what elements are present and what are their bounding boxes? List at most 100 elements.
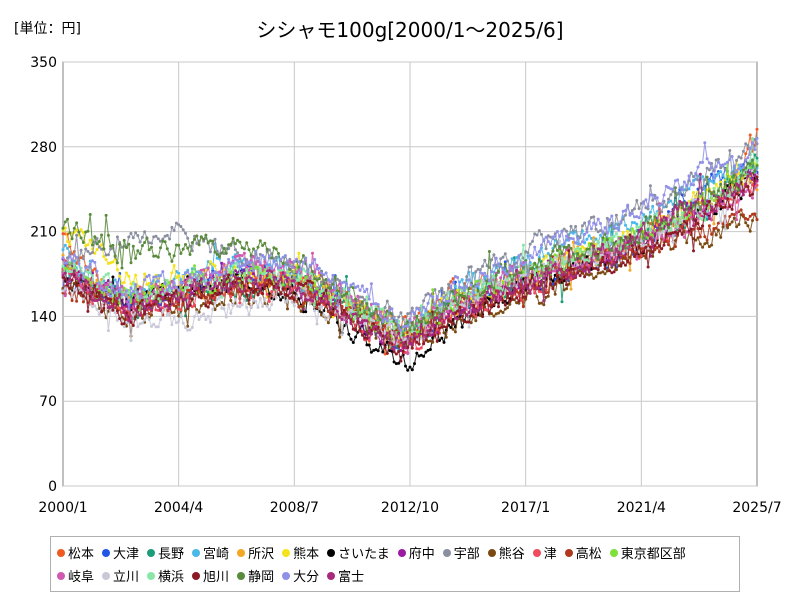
data-point (233, 297, 237, 301)
data-point (95, 248, 99, 252)
data-point (553, 292, 557, 296)
data-point (188, 328, 192, 332)
data-point (526, 251, 530, 255)
data-point (274, 296, 278, 300)
data-point (190, 326, 194, 329)
series-group (61, 127, 759, 372)
data-point (338, 279, 342, 283)
data-point (501, 311, 505, 314)
data-point (438, 321, 441, 325)
data-point (88, 271, 92, 275)
data-point (399, 311, 403, 315)
data-point (338, 335, 342, 339)
data-point (79, 291, 83, 295)
data-point (122, 281, 126, 284)
data-point (651, 198, 655, 202)
data-point (206, 266, 210, 270)
data-point (719, 220, 723, 224)
data-point (143, 272, 147, 276)
data-point (179, 313, 183, 317)
x-tick-label: 2017/1 (501, 500, 550, 516)
data-point (431, 288, 435, 292)
data-point (63, 294, 67, 298)
data-point (168, 312, 172, 316)
data-point (635, 257, 639, 261)
x-tick-label: 2008/7 (270, 500, 319, 516)
data-point (308, 302, 312, 306)
data-point (698, 235, 702, 239)
data-point (93, 267, 97, 271)
data-point (533, 291, 537, 295)
data-point (719, 170, 723, 174)
data-point (580, 245, 584, 249)
data-point (369, 306, 373, 310)
data-point (299, 309, 303, 313)
data-point (179, 225, 183, 228)
data-point (206, 278, 210, 282)
data-point (372, 319, 376, 323)
data-point (138, 240, 142, 244)
data-point (229, 311, 233, 315)
data-point (612, 235, 616, 238)
data-point (211, 267, 215, 270)
data-point (75, 284, 79, 288)
data-point (106, 329, 110, 333)
data-point (594, 227, 598, 231)
data-point (710, 232, 714, 236)
data-point (369, 350, 373, 354)
data-point (242, 298, 246, 302)
data-point (150, 324, 153, 328)
data-point (134, 231, 138, 235)
data-point (84, 244, 88, 248)
data-point (394, 362, 398, 366)
data-point (440, 286, 444, 290)
data-point (685, 241, 689, 245)
data-point (388, 322, 392, 326)
data-point (537, 229, 541, 233)
data-point (127, 274, 131, 278)
data-point (177, 274, 181, 278)
data-point (667, 197, 670, 201)
data-point (571, 229, 575, 233)
data-point (510, 257, 514, 261)
data-point (79, 228, 83, 232)
data-point (109, 297, 113, 301)
data-point (560, 300, 564, 304)
data-point (748, 133, 752, 137)
data-point (63, 226, 67, 230)
data-point (716, 157, 720, 161)
data-point (710, 243, 714, 247)
data-point (712, 186, 716, 190)
data-point (521, 243, 525, 247)
data-point (125, 271, 128, 275)
data-point (184, 326, 187, 330)
data-point (63, 287, 67, 291)
data-point (531, 239, 534, 243)
data-point (229, 299, 233, 302)
data-point (115, 309, 119, 313)
data-point (61, 232, 65, 236)
data-point (156, 274, 160, 277)
data-point (206, 314, 210, 318)
data-point (535, 233, 539, 237)
data-point (193, 303, 196, 307)
data-point (621, 231, 625, 234)
data-point (390, 331, 394, 335)
data-point (553, 256, 557, 260)
data-point (741, 213, 745, 217)
data-point (315, 322, 319, 326)
data-point (156, 284, 160, 288)
data-point (506, 301, 509, 305)
data-point (100, 243, 104, 247)
data-point (279, 298, 283, 302)
data-point (143, 230, 147, 234)
data-point (571, 231, 575, 235)
data-point (374, 336, 378, 340)
data-point (129, 339, 133, 342)
data-point (150, 292, 153, 296)
data-point (374, 348, 378, 352)
data-point (95, 278, 99, 282)
data-point (220, 295, 224, 299)
data-point (324, 318, 328, 322)
data-point (712, 199, 716, 202)
